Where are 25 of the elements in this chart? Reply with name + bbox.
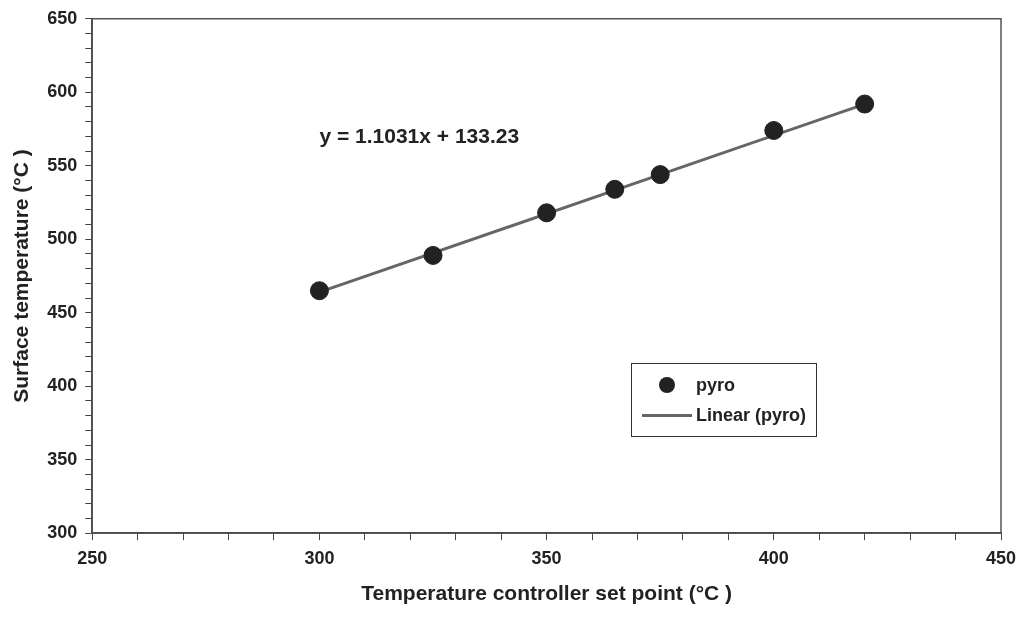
point — [855, 94, 875, 114]
x-tick-label: 400 — [758, 547, 789, 568]
annotation: y = 1.1031x + 133.23 — [319, 123, 520, 147]
y-tick-label: 400 — [47, 375, 78, 396]
x-tick-label: 450 — [985, 547, 1017, 568]
y-tick-label: 550 — [47, 154, 78, 175]
point — [650, 165, 670, 185]
y-tick-label: 500 — [47, 228, 78, 249]
legend-label: pyro — [696, 374, 736, 396]
point — [309, 281, 329, 301]
x-tick-label: 350 — [531, 547, 562, 568]
legend-label: Linear (pyro) — [696, 404, 807, 426]
y-tick-label: 350 — [47, 448, 78, 469]
x-tick-label: 250 — [77, 547, 108, 568]
y-axis-title: Surface temperature (°C ) — [9, 149, 33, 403]
point — [764, 121, 784, 140]
y-tick-label: 300 — [47, 522, 78, 543]
y-tick-label: 650 — [47, 7, 78, 28]
y-tick-label: 600 — [47, 81, 78, 102]
y-tick-label: 450 — [47, 301, 78, 322]
point — [423, 245, 443, 265]
x-tick-label: 300 — [304, 547, 335, 568]
point — [537, 203, 557, 223]
point — [605, 179, 625, 199]
x-axis-title: Temperature controller set point (°C ) — [361, 581, 733, 605]
